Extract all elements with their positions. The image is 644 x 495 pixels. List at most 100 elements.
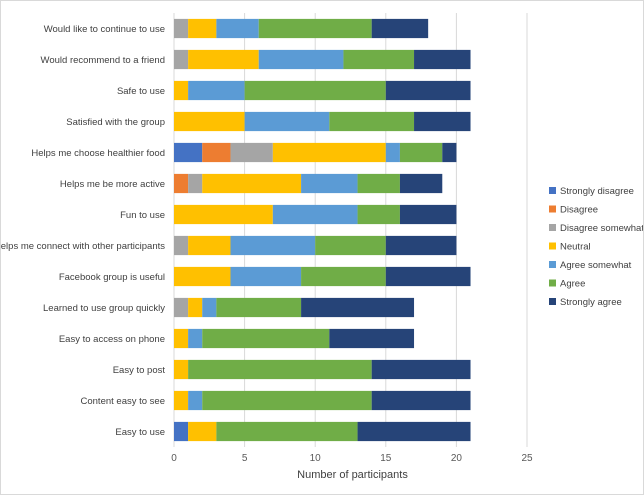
bar-would-recommend-to-a-friend-disagree-somewhat [174, 49, 189, 70]
bar-would-like-to-continue-to-use-strongly-agree [371, 18, 429, 39]
bar-facebook-group-is-useful-agree [301, 266, 386, 287]
bar-easy-to-post-strongly-agree [371, 359, 471, 380]
bar-helps-me-choose-healthier-food-agree-somewhat [385, 142, 400, 163]
bar-helps-me-be-more-active-agree-somewhat [301, 173, 358, 194]
category-label-helps-me-connect-with-other-participants: Helps me connect with other participants [1, 241, 165, 252]
x-tick-10: 10 [310, 453, 322, 464]
bar-learned-to-use-group-quickly-agree-somewhat [202, 297, 217, 318]
category-label-would-recommend-to-a-friend: Would recommend to a friend [41, 55, 165, 66]
x-tick-5: 5 [242, 453, 248, 464]
legend-label-agree: Agree [560, 279, 585, 290]
category-label-learned-to-use-group-quickly: Learned to use group quickly [43, 303, 165, 314]
legend-swatch-strongly-agree [549, 298, 556, 305]
bar-helps-me-connect-with-other-participants-agree-somewhat [230, 235, 316, 256]
bar-helps-me-connect-with-other-participants-disagree-somewhat [174, 235, 189, 256]
bar-would-like-to-continue-to-use-agree [258, 18, 372, 39]
x-tick-25: 25 [521, 453, 533, 464]
bar-helps-me-choose-healthier-food-neutral [272, 142, 386, 163]
legend-swatch-agree [549, 279, 556, 287]
legend-swatch-strongly-disagree [549, 187, 556, 194]
bar-helps-me-choose-healthier-food-agree [399, 142, 443, 163]
bar-helps-me-be-more-active-disagree [174, 173, 189, 194]
bar-would-recommend-to-a-friend-strongly-agree [414, 49, 471, 70]
x-axis-title: Number of participants [297, 469, 408, 481]
bar-helps-me-choose-healthier-food-strongly-agree [442, 142, 457, 163]
bars [174, 18, 471, 442]
legend-swatch-disagree [549, 205, 556, 213]
bar-facebook-group-is-useful-neutral [174, 266, 231, 287]
category-label-easy-to-post: Easy to post [113, 365, 166, 376]
bar-fun-to-use-agree [357, 204, 400, 225]
bar-fun-to-use-strongly-agree [399, 204, 457, 225]
category-label-helps-me-be-more-active: Helps me be more active [60, 179, 165, 190]
x-tick-labels: 0 5 10 15 20 25 [171, 453, 533, 464]
bar-satisfied-with-the-group-neutral [174, 111, 245, 132]
category-label-satisfied-with-the-group: Satisfied with the group [66, 117, 165, 128]
bar-easy-to-post-agree [188, 359, 372, 380]
bar-easy-to-use-neutral [188, 421, 217, 442]
category-label-facebook-group-is-useful: Facebook group is useful [59, 272, 165, 283]
bar-easy-to-use-strongly-disagree [174, 421, 189, 442]
bar-fun-to-use-agree-somewhat [272, 204, 358, 225]
x-tick-0: 0 [171, 453, 177, 464]
bar-learned-to-use-group-quickly-neutral [188, 297, 203, 318]
x-tick-15: 15 [380, 453, 392, 464]
category-label-easy-to-access-on-phone: Easy to access on phone [59, 334, 165, 345]
bar-helps-me-choose-healthier-food-disagree [202, 142, 231, 163]
bar-facebook-group-is-useful-agree-somewhat [230, 266, 302, 287]
category-label-safe-to-use: Safe to use [117, 86, 165, 97]
legend-label-agree-somewhat: Agree somewhat [560, 260, 632, 271]
legend-label-disagree-somewhat: Disagree somewhat [560, 223, 643, 234]
category-label-fun-to-use: Fun to use [120, 210, 165, 221]
category-label-helps-me-choose-healthier-food: Helps me choose healthier food [31, 148, 165, 159]
bar-facebook-group-is-useful-strongly-agree [385, 266, 471, 287]
bar-safe-to-use-strongly-agree [385, 80, 471, 101]
bar-easy-to-post-neutral [174, 359, 189, 380]
legend-label-disagree: Disagree [560, 205, 598, 216]
x-tick-20: 20 [451, 453, 463, 464]
bar-would-recommend-to-a-friend-agree [343, 49, 415, 70]
bar-helps-me-choose-healthier-food-disagree-somewhat [230, 142, 273, 163]
bar-learned-to-use-group-quickly-strongly-agree [301, 297, 415, 318]
legend-swatch-disagree-somewhat [549, 224, 556, 231]
bar-safe-to-use-neutral [174, 80, 189, 101]
bar-would-recommend-to-a-friend-neutral [188, 49, 259, 70]
bar-easy-to-access-on-phone-agree [202, 328, 330, 349]
bar-satisfied-with-the-group-agree-somewhat [244, 111, 330, 132]
bar-content-easy-to-see-strongly-agree [371, 390, 471, 411]
bar-would-recommend-to-a-friend-agree-somewhat [258, 49, 344, 70]
bar-helps-me-choose-healthier-food-strongly-disagree [174, 142, 203, 163]
legend-label-strongly-agree: Strongly agree [560, 297, 622, 308]
bar-content-easy-to-see-agree-somewhat [188, 390, 203, 411]
bar-helps-me-be-more-active-strongly-agree [399, 173, 443, 194]
category-labels: Would like to continue to use Would recom… [1, 24, 165, 438]
bar-helps-me-connect-with-other-participants-neutral [188, 235, 231, 256]
gridlines [173, 13, 528, 447]
bar-easy-to-access-on-phone-strongly-agree [329, 328, 415, 349]
category-label-would-like-to-continue-to-use: Would like to continue to use [44, 24, 165, 35]
bar-safe-to-use-agree [244, 80, 386, 101]
bar-would-like-to-continue-to-use-disagree-somewhat [174, 18, 189, 39]
bar-easy-to-access-on-phone-neutral [174, 328, 189, 349]
category-label-content-easy-to-see: Content easy to see [81, 396, 166, 407]
bar-satisfied-with-the-group-agree [329, 111, 415, 132]
bar-would-like-to-continue-to-use-agree-somewhat [216, 18, 259, 39]
legend: Strongly disagree Disagree Disagree somewh… [549, 186, 643, 308]
category-label-easy-to-use: Easy to use [115, 427, 165, 438]
bar-easy-to-access-on-phone-agree-somewhat [188, 328, 203, 349]
bar-learned-to-use-group-quickly-agree [216, 297, 302, 318]
bar-would-like-to-continue-to-use-neutral [188, 18, 217, 39]
bar-helps-me-be-more-active-neutral [202, 173, 302, 194]
bar-satisfied-with-the-group-strongly-agree [414, 111, 471, 132]
bar-helps-me-be-more-active-disagree-somewhat [188, 173, 203, 194]
legend-label-neutral: Neutral [560, 242, 591, 253]
bar-helps-me-connect-with-other-participants-agree [315, 235, 386, 256]
bar-content-easy-to-see-agree [202, 390, 372, 411]
bar-content-easy-to-see-neutral [174, 390, 189, 411]
legend-label-strongly-disagree: Strongly disagree [560, 186, 634, 197]
bar-helps-me-be-more-active-agree [357, 173, 400, 194]
bar-learned-to-use-group-quickly-disagree-somewhat [174, 297, 189, 318]
bar-easy-to-use-strongly-agree [357, 421, 471, 442]
